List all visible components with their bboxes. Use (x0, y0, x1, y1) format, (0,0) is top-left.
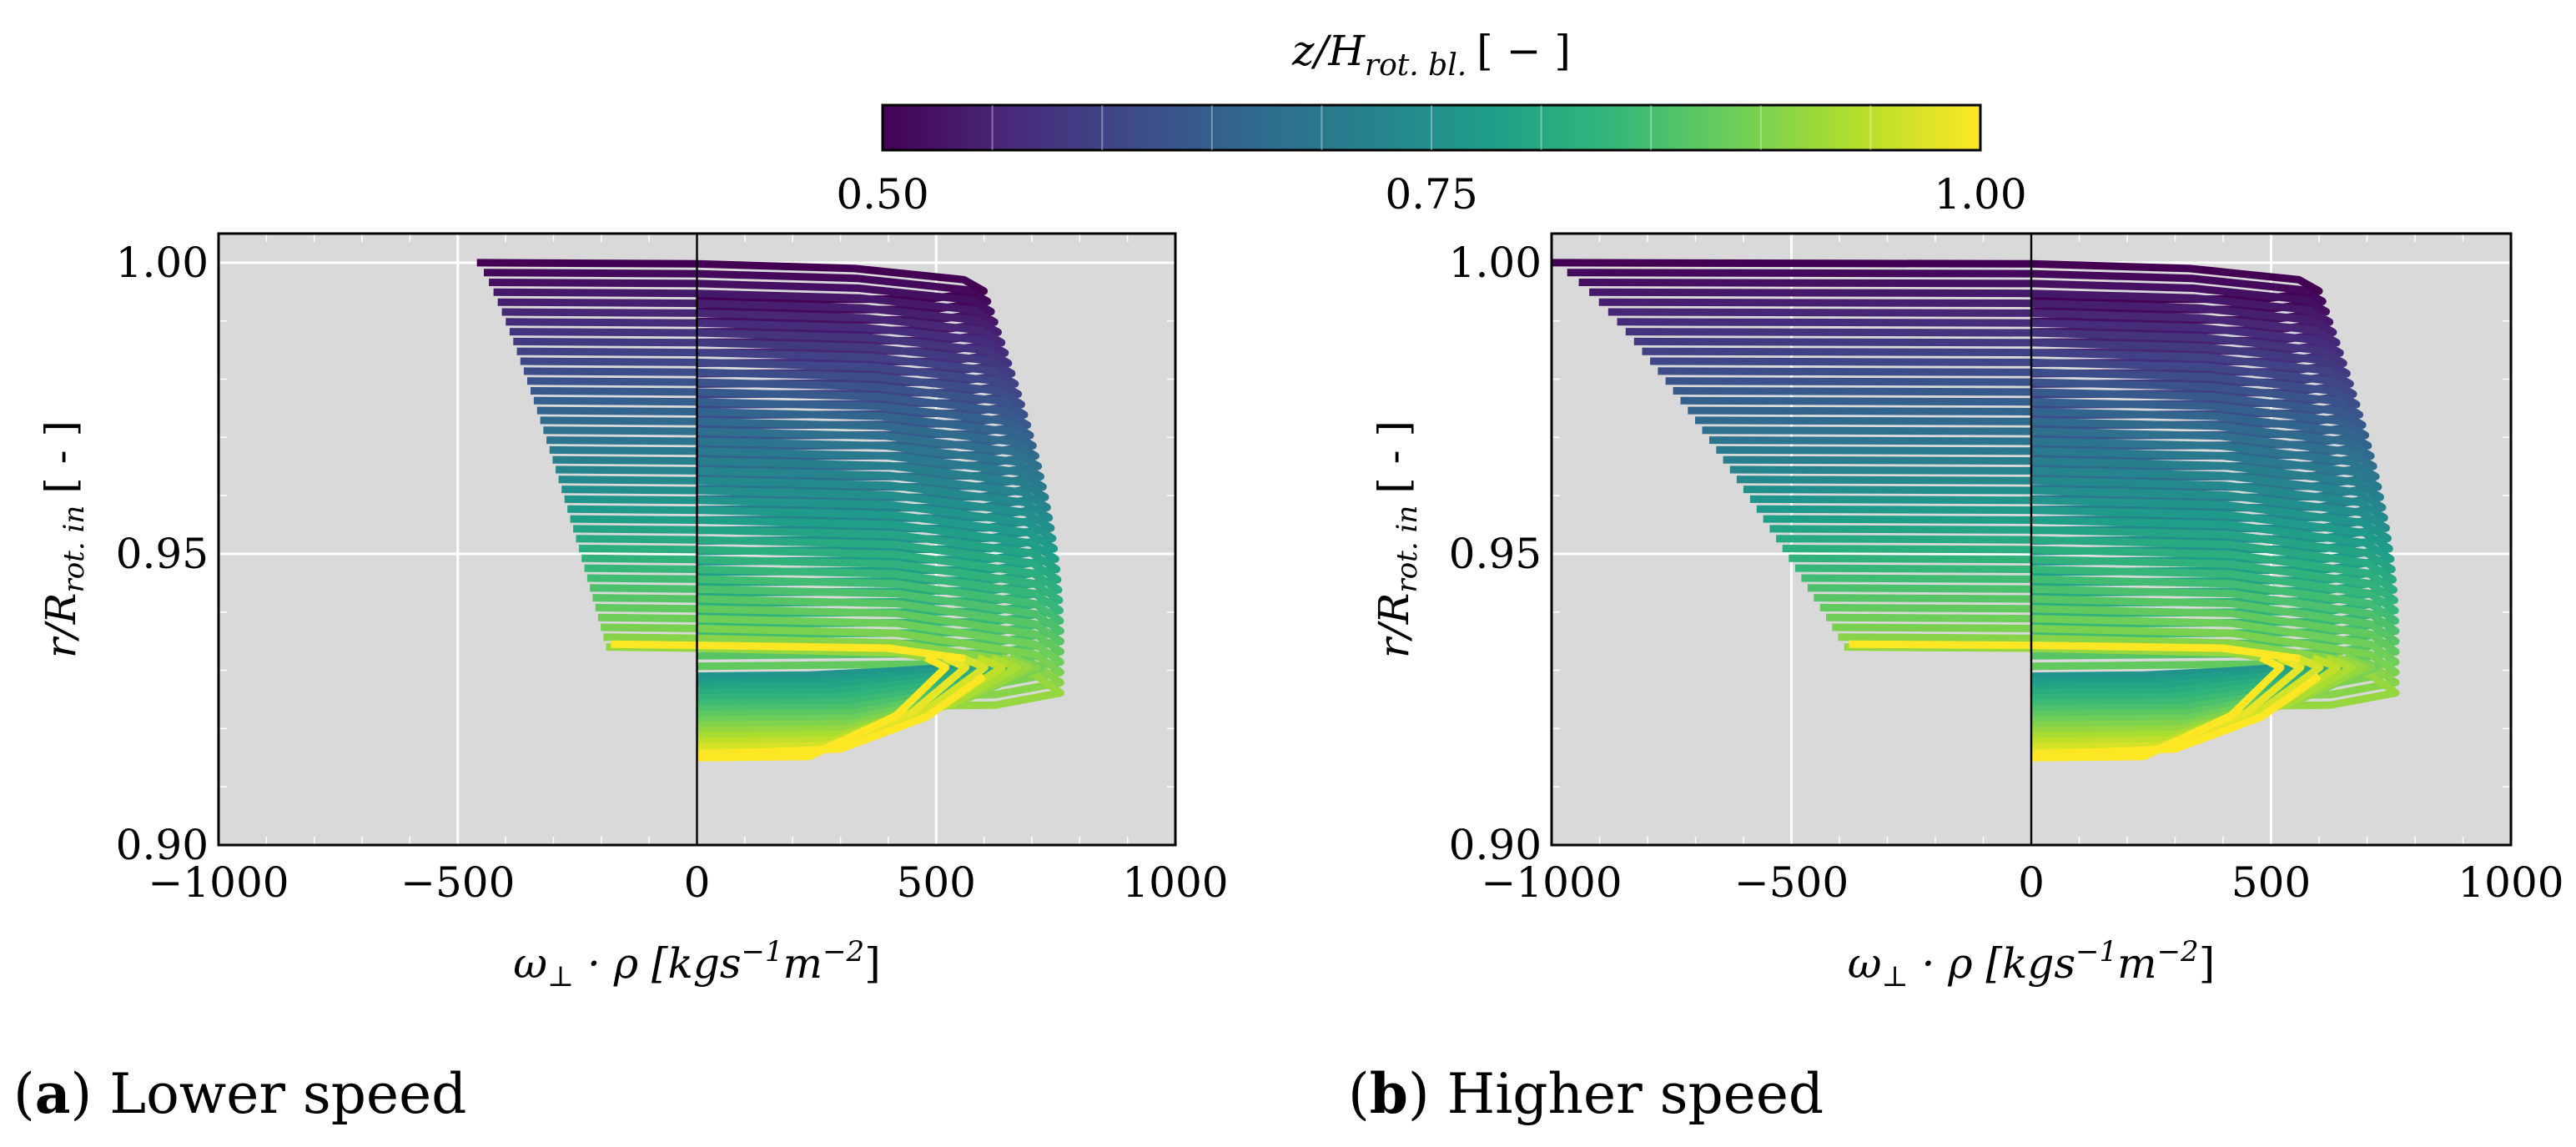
panel-caption: (a) Lower speed (13, 1061, 466, 1126)
y-tick-label: 1.00 (1449, 239, 1542, 287)
x-tick-label: −1000 (1481, 858, 1622, 907)
plot-frame (1550, 232, 2513, 847)
x-tick-label: −500 (1734, 858, 1849, 907)
x-tick-label: 0 (2018, 858, 2045, 907)
y-axis-label: r/Rrot. in[ - ] (1370, 420, 1424, 658)
x-tick-label: 500 (2231, 858, 2311, 907)
y-axis-label: r/Rrot. in[ - ] (37, 420, 91, 658)
x-tick-label: 1000 (1122, 858, 1228, 907)
colorbar: 0.50 0.75 1.00 z/Hrot. bl.[ − ] (836, 27, 2026, 219)
colorbar-tick-label: 0.50 (836, 170, 928, 219)
profile-lower (697, 654, 950, 762)
y-tick-label: 0.90 (116, 821, 209, 869)
y-tick-label: 0.95 (116, 530, 209, 578)
y-tick-label: 0.95 (1449, 530, 1542, 578)
profile-tip (611, 640, 966, 663)
profile-lower (2030, 654, 2356, 740)
profile-lower (2030, 654, 2285, 762)
panel-b: −1000 −500 0 500 1000 0.90 0.95 1.00 ω⊥ · ρ [kgs… (1348, 232, 2564, 1126)
colorbar-gradient (881, 103, 1982, 152)
y-tick-label: 1.00 (116, 239, 209, 287)
profile-lower (697, 654, 1021, 740)
profile-tip (1849, 640, 2301, 663)
profile-tip (697, 672, 987, 759)
panel-a: −1000 −500 0 500 1000 0.90 0.95 1.00 ω⊥ · ρ [kgs… (13, 232, 1229, 1126)
plot-frame (217, 232, 1177, 847)
profile-tip (2030, 672, 2322, 759)
panel-caption: (b) Higher speed (1348, 1061, 1824, 1126)
x-tick-label: −500 (400, 858, 515, 907)
x-axis-label: ω⊥ · ρ [kgs−1m−2] (513, 935, 880, 994)
y-tick-label: 0.90 (1449, 821, 1542, 869)
x-tick-label: 1000 (2458, 858, 2563, 907)
x-axis-label: ω⊥ · ρ [kgs−1m−2] (1848, 935, 2215, 994)
x-tick-label: −1000 (148, 858, 289, 907)
profile-lower (697, 654, 989, 751)
colorbar-tick-label: 0.75 (1385, 170, 1477, 219)
colorbar-label: z/Hrot. bl.[ − ] (1291, 27, 1571, 83)
profile-lower (2030, 654, 2324, 751)
colorbar-tick-label: 1.00 (1934, 170, 2026, 219)
x-tick-label: 500 (897, 858, 976, 907)
x-tick-label: 0 (684, 858, 711, 907)
